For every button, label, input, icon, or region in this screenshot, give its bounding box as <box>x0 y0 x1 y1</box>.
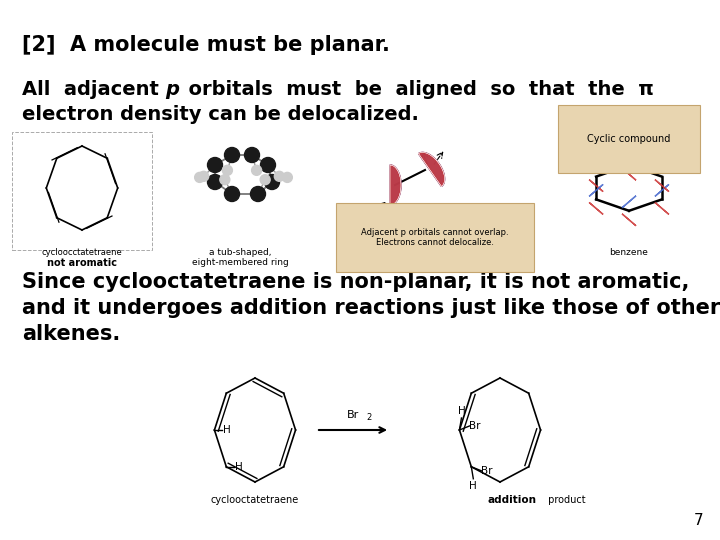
Text: 2: 2 <box>366 413 372 422</box>
Polygon shape <box>622 214 636 226</box>
Circle shape <box>222 165 233 176</box>
Text: not aromatic: not aromatic <box>47 258 117 268</box>
Text: [2]  A molecule must be planar.: [2] A molecule must be planar. <box>22 35 390 55</box>
Polygon shape <box>655 184 669 197</box>
Circle shape <box>260 174 270 185</box>
Circle shape <box>220 174 230 185</box>
Text: H: H <box>235 462 243 472</box>
Bar <box>160 132 320 250</box>
Bar <box>12 132 152 250</box>
Polygon shape <box>418 152 444 186</box>
Text: Adjacent p orbitals cannot overlap.
Electrons cannot delocalize.: Adjacent p orbitals cannot overlap. Elec… <box>361 228 509 247</box>
Text: All  adjacent: All adjacent <box>22 80 172 99</box>
Circle shape <box>207 158 222 172</box>
Text: product: product <box>545 495 585 505</box>
Text: Br: Br <box>347 410 359 420</box>
Circle shape <box>261 158 276 172</box>
Circle shape <box>251 186 266 201</box>
Polygon shape <box>655 180 669 192</box>
Text: 7: 7 <box>693 513 703 528</box>
Polygon shape <box>589 202 603 214</box>
Bar <box>330 132 540 250</box>
Text: eight-membered ring: eight-membered ring <box>192 258 289 267</box>
Text: H: H <box>223 425 231 435</box>
Polygon shape <box>622 150 636 162</box>
Text: and it undergoes addition reactions just like those of other: and it undergoes addition reactions just… <box>22 298 720 318</box>
Polygon shape <box>418 152 444 186</box>
Polygon shape <box>390 165 401 205</box>
Text: benzene: benzene <box>610 248 649 257</box>
Polygon shape <box>390 165 401 205</box>
Text: Br: Br <box>481 466 492 476</box>
Text: cyclooctatetraene: cyclooctatetraene <box>211 495 299 505</box>
Polygon shape <box>655 161 669 173</box>
Text: p: p <box>165 80 179 99</box>
Text: Cyclic compound: Cyclic compound <box>588 134 671 144</box>
Polygon shape <box>589 184 603 197</box>
Polygon shape <box>589 161 603 173</box>
Text: electron density can be delocalized.: electron density can be delocalized. <box>22 105 419 124</box>
Text: alkenes.: alkenes. <box>22 324 120 344</box>
Circle shape <box>194 172 204 183</box>
Text: a tub-shaped,: a tub-shaped, <box>209 248 271 257</box>
Circle shape <box>251 165 261 176</box>
Circle shape <box>207 174 222 190</box>
Polygon shape <box>655 202 669 214</box>
Circle shape <box>199 171 209 181</box>
Circle shape <box>225 147 240 163</box>
Text: Since cyclooctatetraene is non-planar, it is not aromatic,: Since cyclooctatetraene is non-planar, i… <box>22 272 689 292</box>
Circle shape <box>274 171 284 181</box>
Text: H: H <box>458 406 465 416</box>
Text: addition: addition <box>487 495 536 505</box>
Circle shape <box>282 172 292 183</box>
Text: orbitals  must  be  aligned  so  that  the  π: orbitals must be aligned so that the π <box>175 80 654 99</box>
Polygon shape <box>622 168 636 180</box>
Polygon shape <box>589 180 603 192</box>
Text: Br: Br <box>469 421 481 431</box>
Circle shape <box>225 186 240 201</box>
Bar <box>548 132 710 250</box>
Circle shape <box>245 147 259 163</box>
Text: H: H <box>469 481 477 491</box>
Circle shape <box>264 174 279 190</box>
Text: cycloocctatetraene: cycloocctatetraene <box>42 248 122 257</box>
Polygon shape <box>622 196 636 208</box>
